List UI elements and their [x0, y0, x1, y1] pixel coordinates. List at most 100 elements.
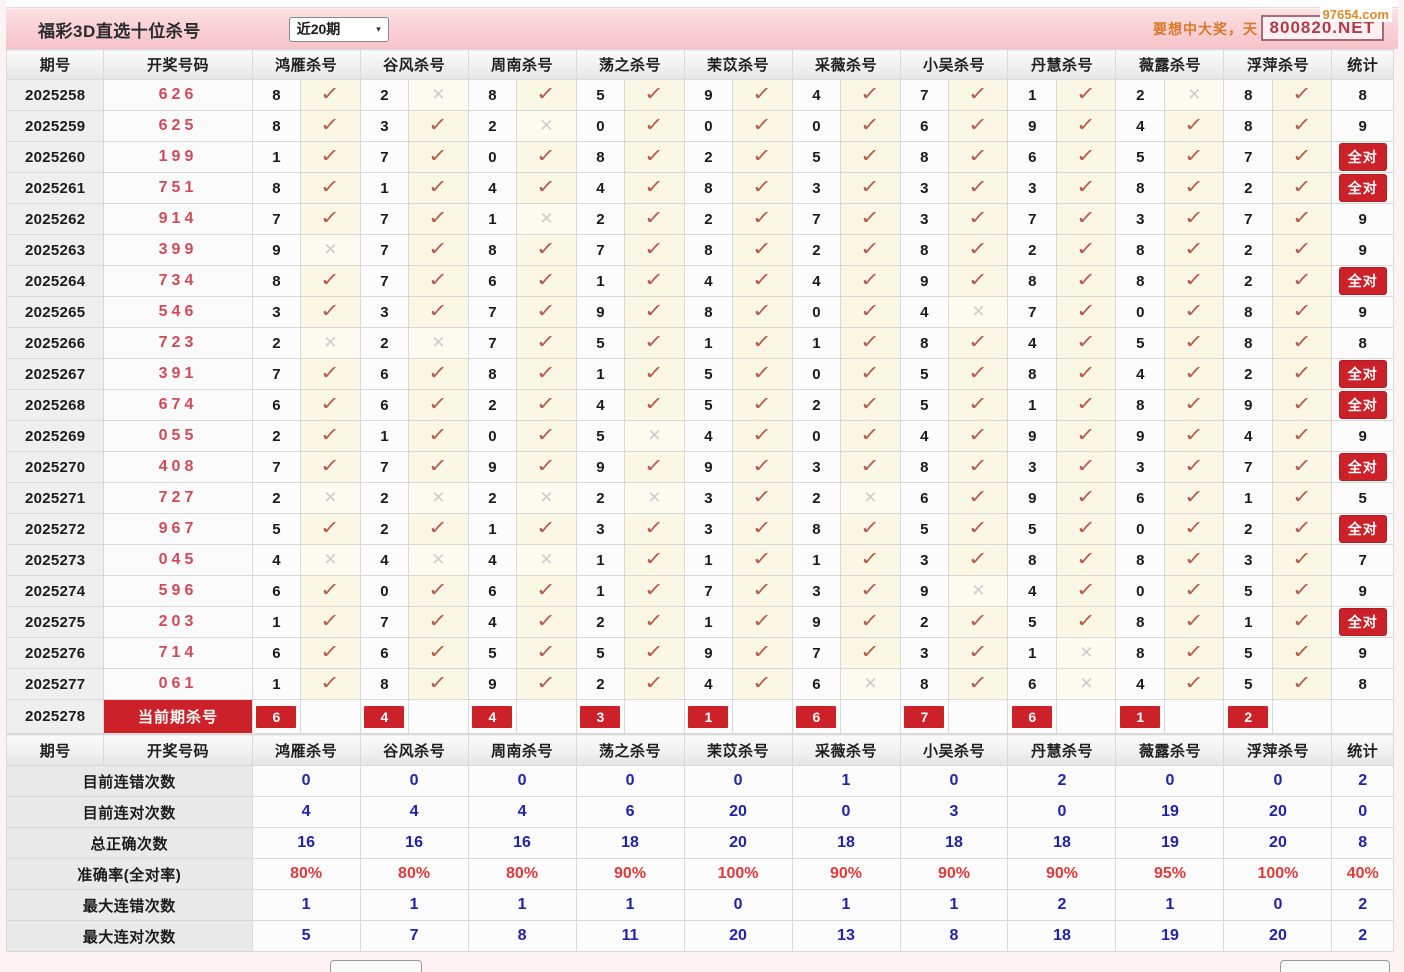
check-icon: ✓ — [1184, 549, 1205, 570]
check-icon: ✓ — [968, 487, 989, 508]
cell-expert-result: ✓ — [624, 513, 685, 545]
cell-expert-pick: 2 — [1223, 172, 1274, 204]
cell-expert-pick: 5 — [1007, 513, 1058, 545]
cell-expert-result: ✓ — [1056, 451, 1117, 483]
cell-expert-result: ✓ — [1272, 265, 1333, 297]
cell-expert-result: ✓ — [1272, 420, 1333, 452]
col-header-expert: 采薇杀号 — [791, 734, 901, 766]
bottom-button-right[interactable] — [1280, 960, 1390, 972]
period-range-value: 近20期 — [296, 21, 341, 37]
cell-expert-result: ✓ — [408, 451, 469, 483]
check-icon: ✓ — [968, 332, 989, 353]
check-icon: ✓ — [320, 580, 341, 601]
check-icon: ✓ — [860, 208, 881, 229]
cell-expert-pick: 5 — [899, 513, 950, 545]
cell-row-total: 8 — [1331, 327, 1394, 359]
cell-expert-pick: 7 — [683, 575, 734, 607]
statistics-value: 4 — [251, 796, 361, 828]
statistics-value: 18 — [1007, 920, 1117, 952]
cell-current-result-empty — [1272, 699, 1333, 734]
check-icon: ✓ — [320, 270, 341, 291]
cell-period: 2025258 — [5, 79, 105, 111]
statistics-row: 准确率(全对率) 80% 80% 80% 90% 100% 90% 90% 90% 95% 100%… — [6, 858, 1394, 890]
cell-expert-pick: 3 — [1115, 203, 1166, 235]
cell-expert-result: ✓ — [624, 172, 685, 204]
cell-expert-pick: 9 — [683, 637, 734, 669]
statistics-value: 20 — [1223, 827, 1333, 859]
cell-expert-result: ✓ — [516, 513, 577, 545]
cell-expert-pick: 1 — [683, 544, 734, 576]
statistics-header-row: 期号 开奖号码 鸿雁杀号 谷风杀号 周南杀号 荡之杀号 茉苡杀号 采薇杀号 小吴杀号 丹慧杀号 薇露… — [5, 734, 1394, 766]
statistics-value: 0 — [359, 765, 469, 797]
check-icon: ✓ — [1184, 518, 1205, 539]
statistics-value: 80% — [467, 858, 577, 890]
cell-expert-pick: 8 — [1115, 606, 1166, 638]
check-icon: ✓ — [320, 177, 341, 198]
cell-expert-pick: 4 — [791, 79, 842, 111]
cell-expert-result: ✓ — [1272, 668, 1333, 700]
cell-expert-pick: 7 — [467, 327, 518, 359]
cell-expert-pick: 4 — [575, 389, 626, 421]
cell-expert-result: ✕ — [516, 544, 577, 576]
cross-icon: ✕ — [863, 674, 878, 693]
statistics-value: 0 — [1115, 765, 1225, 797]
check-icon: ✓ — [968, 270, 989, 291]
check-icon: ✓ — [1292, 332, 1313, 353]
cell-expert-result: ✓ — [840, 265, 901, 297]
check-icon: ✓ — [860, 580, 881, 601]
cross-icon: ✕ — [1079, 643, 1094, 662]
cell-expert-pick: 8 — [1007, 358, 1058, 390]
col-header-expert: 小吴杀号 — [899, 734, 1009, 766]
cell-expert-pick: 1 — [791, 327, 842, 359]
check-icon: ✓ — [536, 301, 557, 322]
cell-current-pick: 1 — [683, 699, 734, 734]
check-icon: ✓ — [968, 611, 989, 632]
cross-icon: ✕ — [971, 302, 986, 321]
cell-expert-pick: 9 — [1115, 420, 1166, 452]
cell-expert-result: ✓ — [1164, 327, 1225, 359]
table-row: 2025260 199 1 ✓ 7 ✓ 0 ✓ 8 ✓ 2 ✓ 5 ✓ 8 ✓ 6 ✓ 5 ✓ 7 ✓ 全对 — [5, 141, 1394, 173]
bottom-button-left[interactable] — [330, 960, 422, 972]
cell-expert-result: ✓ — [408, 389, 469, 421]
cell-expert-pick: 2 — [791, 389, 842, 421]
cell-expert-result: ✓ — [300, 637, 361, 669]
cell-expert-pick: 1 — [251, 141, 302, 173]
cell-expert-pick: 7 — [359, 606, 410, 638]
period-range-select[interactable]: 近20期 ▾ — [288, 16, 389, 42]
col-header-expert: 茉苡杀号 — [683, 49, 793, 80]
cell-expert-pick: 9 — [467, 451, 518, 483]
statistics-value: 90% — [791, 858, 901, 890]
cell-expert-result: ✓ — [408, 203, 469, 235]
check-icon: ✓ — [1292, 177, 1313, 198]
cell-expert-pick: 7 — [1223, 451, 1274, 483]
cell-expert-result: ✓ — [300, 203, 361, 235]
cell-period: 2025271 — [5, 482, 105, 514]
cell-expert-result: ✓ — [1056, 482, 1117, 514]
cell-expert-pick: 2 — [359, 482, 410, 514]
statistics-value: 20 — [683, 920, 793, 952]
cell-expert-pick: 0 — [1115, 296, 1166, 328]
check-icon: ✓ — [1292, 146, 1313, 167]
cell-expert-result: ✓ — [516, 389, 577, 421]
check-icon: ✓ — [1292, 115, 1313, 136]
cell-expert-pick: 2 — [899, 606, 950, 638]
cell-current-result-empty — [624, 699, 685, 734]
check-icon: ✓ — [1292, 580, 1313, 601]
col-header-expert: 荡之杀号 — [575, 49, 685, 80]
cell-draw-number: 734 — [103, 265, 253, 297]
statistics-value: 18 — [899, 827, 1009, 859]
check-icon: ✓ — [1076, 115, 1097, 136]
cell-period: 2025261 — [5, 172, 105, 204]
cell-period: 2025262 — [5, 203, 105, 235]
check-icon: ✓ — [860, 177, 881, 198]
cell-expert-result: ✓ — [840, 234, 901, 266]
cell-expert-result: ✓ — [408, 420, 469, 452]
cell-expert-pick: 5 — [683, 358, 734, 390]
cell-expert-pick: 7 — [359, 451, 410, 483]
statistics-row: 目前连对次数 4 4 4 6 20 0 3 0 19 20 0 — [6, 796, 1394, 828]
cell-expert-pick: 8 — [1115, 637, 1166, 669]
check-icon: ✓ — [1184, 487, 1205, 508]
statistics-value: 100% — [683, 858, 793, 890]
cell-expert-result: ✓ — [624, 389, 685, 421]
cell-row-total: 9 — [1331, 637, 1394, 669]
